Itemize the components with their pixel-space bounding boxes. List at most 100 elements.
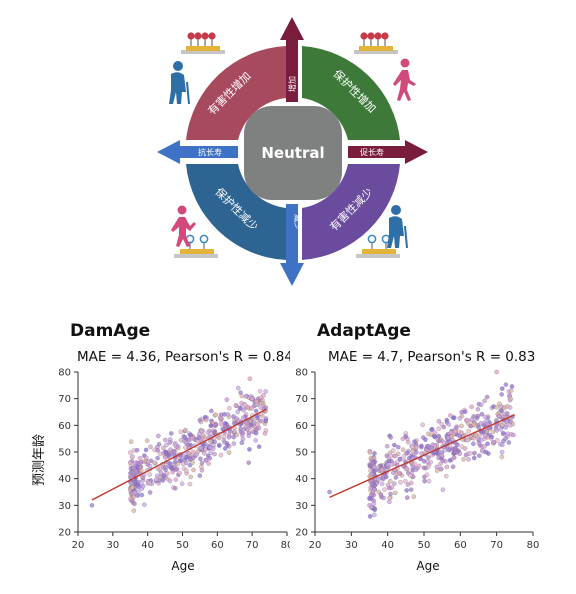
scatter-point — [508, 388, 514, 393]
scatter-point — [163, 437, 168, 443]
scatter-point — [183, 460, 189, 466]
x-tick-label: 50 — [418, 540, 431, 551]
x-tick-label: 60 — [454, 540, 467, 551]
scatter-point — [404, 488, 409, 493]
scatter-point — [190, 460, 195, 465]
scatter-point — [403, 478, 408, 484]
scatter-points — [327, 369, 516, 519]
scatter-point — [213, 412, 218, 417]
scatter-point — [253, 398, 259, 404]
scatter-point — [466, 428, 471, 434]
scatter-point — [432, 430, 438, 436]
scatter-point — [135, 464, 140, 470]
scatter-point — [409, 444, 415, 450]
x-axis-label: Age — [171, 559, 194, 573]
left-arrow-label: 抗长寿 — [198, 147, 222, 157]
scatter-point — [142, 502, 147, 507]
scatter-point — [199, 467, 205, 473]
scatter-point — [191, 467, 196, 473]
scatter-point — [471, 435, 476, 441]
scatter-point — [436, 433, 441, 439]
scatter-plot-adaptage: AdaptAge MAE = 4.7, Pearson's R = 0.83 2… — [295, 321, 539, 573]
scatter-point — [131, 508, 137, 513]
y-tick-label: 50 — [295, 448, 308, 459]
scatter-point — [372, 465, 378, 470]
scatter-point — [403, 434, 408, 439]
scatter-point — [183, 455, 188, 460]
scatter-point — [156, 433, 161, 439]
scatter-point — [262, 431, 268, 436]
balance-top-right-icon — [354, 32, 398, 54]
scatter-point — [368, 455, 374, 461]
scatter-point — [425, 464, 431, 470]
chart-subtitle: MAE = 4.7, Pearson's R = 0.83 — [328, 349, 535, 365]
scatter-point — [407, 473, 413, 478]
scatter-point — [388, 453, 394, 459]
elderly-person-icon — [169, 61, 190, 105]
scatter-point — [469, 404, 474, 410]
scatter-point — [235, 385, 241, 391]
scatter-point — [423, 437, 428, 442]
scatter-point — [239, 393, 245, 399]
x-tick-label: 40 — [381, 540, 394, 551]
scatter-point — [438, 461, 443, 467]
scatter-point — [139, 492, 145, 498]
scatter-point — [132, 501, 137, 507]
scatter-point — [507, 422, 513, 428]
y-tick-label: 30 — [58, 501, 71, 512]
scatter-point — [477, 433, 482, 439]
scatter-point — [505, 431, 511, 437]
scatter-point — [448, 430, 454, 435]
scatter-point — [234, 432, 240, 438]
scatter-point — [238, 426, 244, 432]
scatter-point — [375, 476, 381, 482]
scatter-point — [379, 467, 385, 472]
x-tick-label: 20 — [72, 540, 85, 551]
y-tick-label: 20 — [58, 528, 71, 539]
scatter-point — [473, 432, 478, 438]
scatter-point — [254, 427, 259, 432]
scatter-point — [183, 427, 188, 433]
scatter-point — [496, 414, 502, 419]
scatter-point — [459, 430, 464, 436]
fit-line-group — [91, 408, 267, 501]
scatter-point — [482, 398, 487, 404]
scatter-point — [128, 496, 133, 501]
scatter-point — [392, 442, 397, 448]
scatter-point — [136, 479, 142, 485]
scatter-point — [436, 418, 442, 424]
scatter-point — [240, 436, 246, 442]
scatter-point — [247, 376, 253, 382]
scatter-point — [216, 443, 222, 448]
scatter-point — [204, 417, 209, 423]
scatter-point — [413, 467, 419, 473]
scatter-point — [140, 483, 146, 489]
scatter-point — [218, 416, 224, 421]
scatter-point — [231, 414, 236, 419]
elderly-person-icon-right — [387, 205, 408, 249]
scatter-point — [471, 441, 476, 447]
scatter-point — [398, 479, 403, 485]
scatter-point — [370, 460, 376, 465]
scatter-point — [258, 395, 264, 401]
scatter-point — [172, 485, 178, 491]
scatter-point — [218, 452, 224, 458]
scatter-point — [127, 450, 133, 455]
scatter-point — [422, 474, 427, 480]
scatter-point — [243, 394, 249, 399]
scatter-point — [435, 451, 441, 457]
scatter-point — [155, 448, 161, 453]
scatter-point — [195, 439, 201, 444]
scatter-point — [167, 463, 172, 468]
scatter-point — [490, 429, 496, 435]
scatter-point — [167, 440, 172, 445]
x-tick-label: 60 — [211, 540, 224, 551]
scatter-point — [135, 493, 140, 498]
scatter-point — [421, 458, 427, 464]
scatter-point — [216, 435, 222, 441]
scatter-point — [263, 389, 268, 394]
scatter-point — [479, 411, 485, 417]
scatter-point — [503, 382, 509, 387]
scatter-point — [466, 457, 471, 462]
scatter-point — [147, 490, 153, 495]
